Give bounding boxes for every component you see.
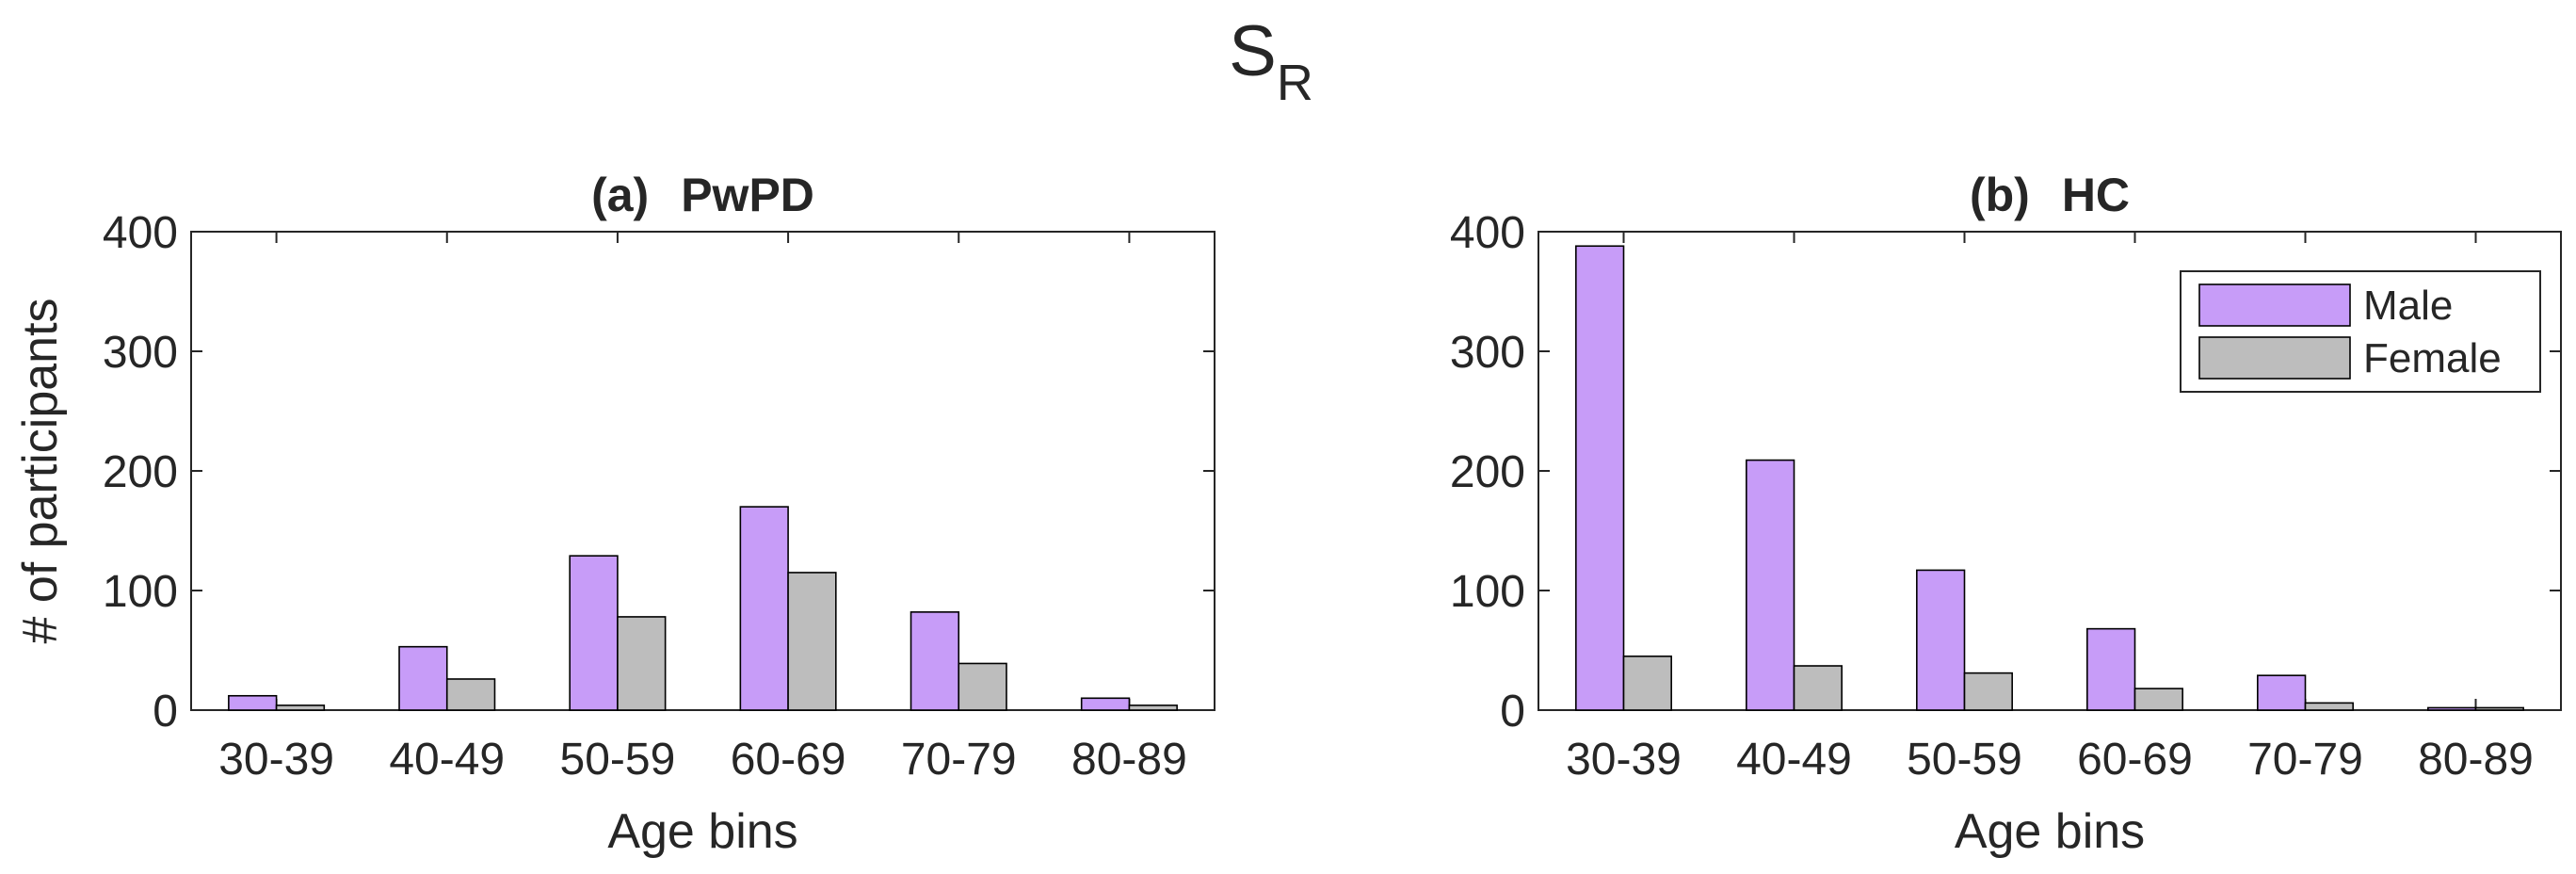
- bar-female-60-69: [2133, 688, 2183, 711]
- legend-swatch-female: [2198, 336, 2351, 380]
- panel-title: (a) PwPD: [591, 169, 814, 221]
- axes-box: [190, 231, 1216, 711]
- bar-male-80-89: [1080, 697, 1131, 711]
- x-tick-label: 70-79: [2247, 735, 2363, 785]
- panel-title-letter: (a): [591, 169, 649, 221]
- bar-female-30-39: [275, 704, 326, 711]
- legend-label-female: Female: [2363, 335, 2502, 381]
- bar-male-60-69: [2086, 627, 2136, 711]
- x-tick-label: 40-49: [389, 735, 505, 785]
- x-tick-label: 50-59: [560, 735, 676, 785]
- bar-male-70-79: [910, 611, 960, 711]
- x-tick-label: 70-79: [901, 735, 1017, 785]
- panel-a: (a) PwPD 0 100 200 300 400 30-39 40-49 50-59 60-69…: [13, 169, 1216, 859]
- y-tick-label: 200: [1450, 447, 1525, 497]
- bar-male-30-39: [1575, 245, 1625, 711]
- bar-male-50-59: [569, 555, 619, 711]
- y-tick-label: 200: [103, 447, 178, 497]
- bar-male-70-79: [2257, 674, 2307, 711]
- y-tick-label: 0: [1500, 687, 1525, 736]
- y-tick-label: 400: [1450, 208, 1525, 258]
- x-tick-label: 30-39: [1566, 735, 1682, 785]
- legend: Male Female: [2180, 270, 2541, 393]
- bar-female-50-59: [1963, 672, 2013, 711]
- panel-title: (b) HC: [1970, 169, 2130, 221]
- bar-female-80-89: [2474, 706, 2524, 711]
- bar-male-50-59: [1916, 569, 1966, 711]
- bar-male-30-39: [228, 694, 278, 711]
- x-tick-label: 60-69: [731, 735, 846, 785]
- bar-male-60-69: [739, 506, 789, 711]
- y-axis-label: # of participants: [13, 298, 68, 643]
- y-tick-label: 100: [1450, 567, 1525, 617]
- y-tick-label: 100: [103, 567, 178, 617]
- bar-male-40-49: [1746, 459, 1795, 711]
- bar-female-60-69: [787, 572, 837, 711]
- suptitle-main: S: [1229, 11, 1277, 91]
- bar-female-70-79: [958, 662, 1007, 711]
- suptitle-subscript: R: [1277, 55, 1313, 111]
- x-tick-label: 30-39: [218, 735, 334, 785]
- bar-female-50-59: [617, 616, 667, 711]
- panel-title-text: PwPD: [681, 169, 814, 221]
- y-tick-label: 300: [103, 328, 178, 378]
- x-tick-label: 50-59: [1907, 735, 2022, 785]
- x-tick-label: 40-49: [1736, 735, 1852, 785]
- x-axis-label: Age bins: [607, 804, 797, 859]
- panel-b: (b) HC 0 100 200 300 400 30-39 40-49 50-59 60-69 70…: [1450, 169, 2562, 859]
- panel-title-letter: (b): [1970, 169, 2030, 221]
- x-tick-label: 80-89: [2418, 735, 2534, 785]
- panels: (a) PwPD 0 100 200 300 400 30-39 40-49 50-59 60-69…: [13, 169, 2562, 859]
- x-tick-label: 60-69: [2077, 735, 2193, 785]
- bar-female-80-89: [1128, 704, 1178, 711]
- legend-label-male: Male: [2363, 283, 2453, 329]
- y-tick-label: 300: [1450, 328, 1525, 378]
- bar-female-40-49: [1793, 665, 1843, 711]
- bar-male-80-89: [2427, 706, 2477, 711]
- panel-title-text: HC: [2062, 169, 2130, 221]
- y-tick-label: 0: [153, 687, 178, 736]
- x-axis-label: Age bins: [1955, 804, 2145, 859]
- bar-male-40-49: [398, 645, 448, 711]
- x-tick-label: 80-89: [1071, 735, 1187, 785]
- legend-swatch-male: [2198, 283, 2351, 327]
- figure-suptitle: SR: [1229, 11, 1313, 111]
- bar-female-70-79: [2304, 702, 2354, 711]
- bar-female-40-49: [445, 678, 496, 711]
- bar-female-30-39: [1622, 656, 1672, 711]
- y-tick-label: 400: [103, 208, 178, 258]
